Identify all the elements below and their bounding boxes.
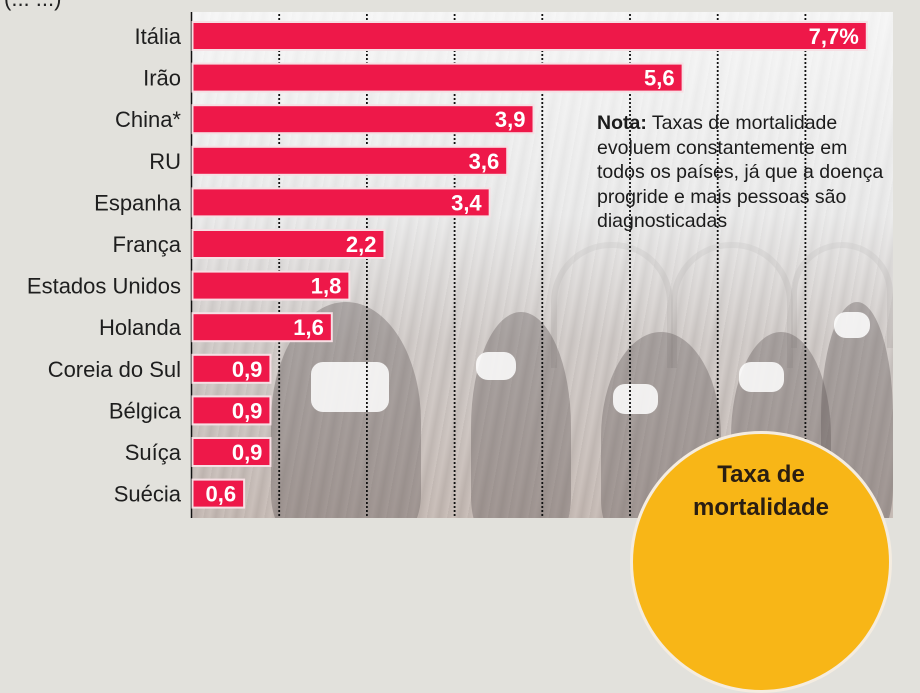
- bar: [191, 145, 509, 176]
- note-label: Nota:: [597, 112, 647, 134]
- value-label: 5,6: [644, 66, 675, 91]
- photo-face-mask: [311, 362, 389, 412]
- note-body: Taxas de mortalidade evoluem constanteme…: [597, 112, 884, 232]
- category-label: Suécia: [114, 482, 182, 507]
- value-label: 1,6: [293, 315, 324, 340]
- category-label: RU: [149, 149, 181, 174]
- bar: [191, 312, 333, 343]
- badge-title: Taxa de mortalidade: [633, 458, 889, 524]
- category-label: China*: [115, 107, 181, 132]
- badge-title-line2: mortalidade: [692, 494, 830, 521]
- value-labels: 7,7% 5,6 3,9 3,6 3,4 2,21,8 1,6 0,9 0,9 0,9 0,6: [206, 24, 859, 507]
- photo-face-mask: [834, 312, 870, 338]
- bar: [191, 229, 386, 259]
- category-label: Espanha: [94, 190, 182, 215]
- value-label: 0,9: [232, 440, 263, 465]
- value-label: 0,9: [232, 398, 263, 423]
- bar: [191, 395, 272, 426]
- bar: [191, 478, 246, 509]
- bar: [191, 187, 491, 218]
- note-text: Nota: Taxas de mortalidade evoluem const…: [597, 111, 897, 234]
- gridlines: [278, 14, 807, 518]
- mortality-bar-chart: Itália Irão China* RU Espanha França Estados U…: [27, 12, 868, 518]
- category-labels: Itália Irão China* RU Espanha França Estados U…: [27, 24, 182, 507]
- value-label: 3,4: [451, 190, 482, 215]
- value-label: 0,6: [206, 482, 237, 507]
- photo-face-mask: [476, 352, 516, 380]
- bar: [191, 21, 868, 51]
- category-label: Bélgica: [109, 398, 182, 423]
- category-label: Estados Unidos: [27, 274, 181, 299]
- badge-title-line1: Taxa de: [717, 461, 805, 488]
- category-label: França: [113, 232, 182, 257]
- photo-face-mask: [613, 384, 658, 414]
- value-label: 1,8: [311, 274, 342, 299]
- chart-subtitle-cut-off: (... ...): [4, 0, 61, 12]
- bar: [191, 62, 684, 93]
- value-label: 7,7%: [809, 24, 859, 49]
- category-label: Itália: [135, 24, 182, 49]
- category-label: Irão: [143, 66, 181, 91]
- category-label: Suíça: [125, 440, 182, 465]
- bar: [191, 270, 351, 301]
- title-badge: Taxa de mortalidade: [630, 431, 892, 693]
- photo-face-mask: [739, 362, 784, 392]
- bar: [191, 104, 535, 135]
- value-label: 3,9: [495, 107, 526, 132]
- bars: [191, 21, 868, 509]
- category-label: Holanda: [99, 315, 182, 340]
- value-label: 2,2: [346, 232, 377, 257]
- photo-person: [471, 312, 571, 518]
- category-label: Coreia do Sul: [48, 357, 181, 382]
- bar: [191, 353, 272, 384]
- bar: [191, 437, 272, 467]
- value-label: 0,9: [232, 357, 263, 382]
- value-label: 3,6: [469, 149, 500, 174]
